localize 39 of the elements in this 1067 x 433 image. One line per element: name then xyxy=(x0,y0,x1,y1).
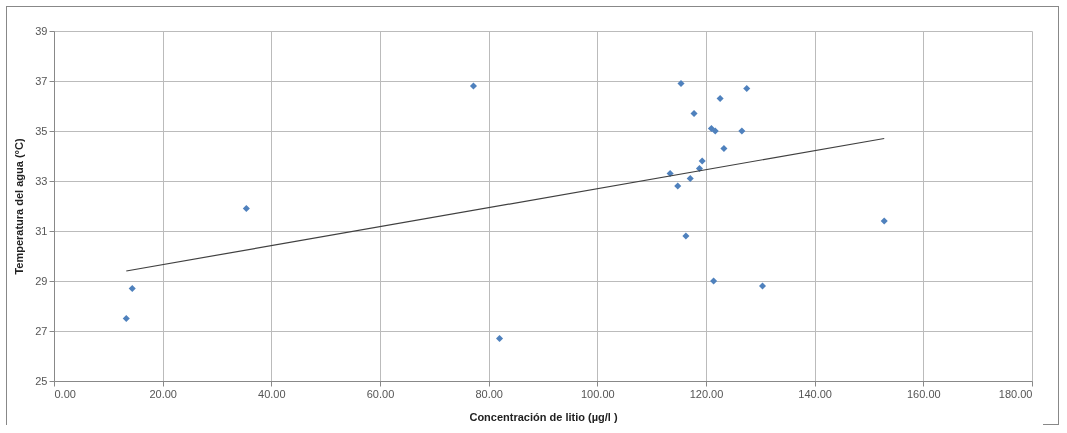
x-tick-label: 100.00 xyxy=(581,387,615,400)
point xyxy=(690,109,698,118)
point xyxy=(698,157,706,165)
y-tick-label: 29 xyxy=(35,274,48,287)
y-tick-label: 35 xyxy=(35,124,48,137)
x-tick-label: 160.00 xyxy=(907,387,941,400)
x-tick-label: 40.00 xyxy=(258,387,286,400)
point xyxy=(242,204,250,213)
x-tick-label: 140.00 xyxy=(798,387,832,400)
y-tick-label: 33 xyxy=(35,174,48,187)
x-tick-label: 60.00 xyxy=(366,387,395,400)
point xyxy=(711,127,719,135)
point xyxy=(469,82,477,90)
y-tick-label: 27 xyxy=(35,324,48,337)
y-tick-label: 39 xyxy=(35,24,48,37)
point xyxy=(122,314,130,323)
x-tick-label: 120.00 xyxy=(689,387,724,400)
point xyxy=(720,144,728,153)
point xyxy=(677,79,685,88)
y-tick-label: 31 xyxy=(35,224,48,237)
x-tick-label: 80.00 xyxy=(475,387,503,400)
point xyxy=(743,84,751,93)
x-tick-label: 20.00 xyxy=(149,387,177,400)
point xyxy=(128,284,136,293)
x-tick-label: 0.00 xyxy=(54,387,76,400)
point xyxy=(716,94,724,103)
x-tick-label: 180.00 xyxy=(998,387,1033,400)
point xyxy=(686,174,694,183)
point xyxy=(880,217,888,225)
point xyxy=(674,182,682,190)
x-axis-title: Concentración de litio (µg/l ) xyxy=(469,410,618,423)
y-tick-label: 37 xyxy=(35,74,48,87)
point xyxy=(682,232,690,240)
y-axis-title: Temperatura del agua (°C) xyxy=(13,138,26,275)
y-tick-label: 25 xyxy=(35,374,48,387)
point xyxy=(738,127,746,135)
point xyxy=(710,277,718,285)
point xyxy=(758,282,767,290)
point xyxy=(496,334,504,343)
